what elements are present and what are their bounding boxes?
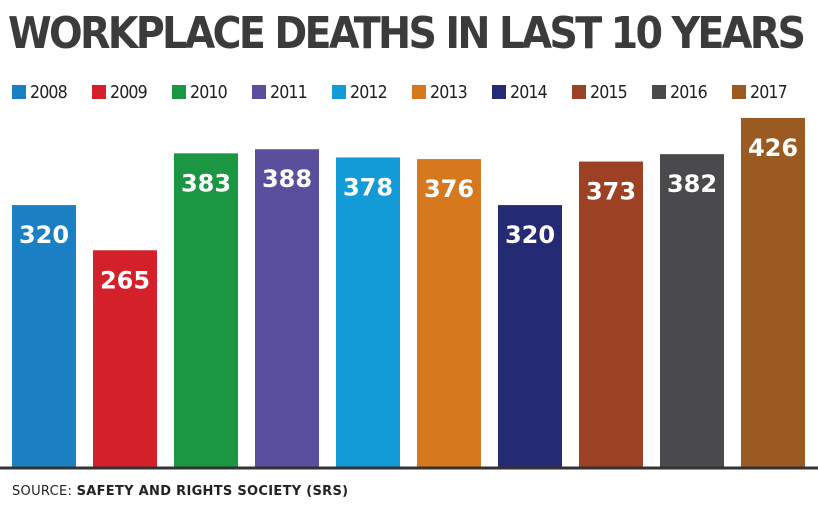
legend-swatch-2017 — [732, 85, 746, 99]
legend-item-2010: 2010 — [172, 80, 232, 104]
source-name: SAFETY AND RIGHTS SOCIETY (SRS) — [76, 484, 349, 499]
bar-value-2008: 320 — [19, 221, 69, 249]
legend-label-2017: 2017 — [750, 81, 788, 103]
legend-item-2015: 2015 — [572, 80, 632, 104]
legend-swatch-2014 — [492, 85, 506, 99]
legend-label-2016: 2016 — [670, 81, 708, 103]
bar-value-2013: 376 — [424, 175, 474, 203]
bar-value-2012: 378 — [343, 173, 393, 201]
legend-swatch-2010 — [172, 85, 186, 99]
bar-value-2010: 383 — [181, 169, 231, 197]
legend-swatch-2016 — [652, 85, 666, 99]
bar-2011 — [255, 149, 319, 469]
legend-label-2008: 2008 — [30, 81, 68, 103]
bar-value-2011: 388 — [262, 165, 312, 193]
legend-label-2015: 2015 — [590, 81, 628, 103]
legend-item-2017: 2017 — [732, 80, 792, 104]
chart-legend: 2008 2009 2010 2011 2012 2013 2014 2015 2016 2017 — [12, 80, 812, 104]
bar-value-2014: 320 — [505, 221, 555, 249]
legend-item-2013: 2013 — [412, 80, 472, 104]
legend-swatch-2015 — [572, 85, 586, 99]
legend-swatch-2011 — [252, 85, 266, 99]
bar-2009 — [93, 250, 157, 468]
legend-label-2013: 2013 — [430, 81, 468, 103]
legend-label-2010: 2010 — [190, 81, 228, 103]
bar-2015 — [579, 161, 643, 468]
bar-2017 — [741, 118, 805, 468]
bar-value-2017: 426 — [748, 134, 798, 162]
source-prefix: SOURCE: — [12, 484, 77, 499]
bar-2013 — [417, 159, 481, 468]
legend-item-2008: 2008 — [12, 80, 72, 104]
bar-value-2015: 373 — [586, 178, 636, 206]
legend-item-2012: 2012 — [332, 80, 392, 104]
legend-item-2009: 2009 — [92, 80, 152, 104]
bars-group: 320 265 383 388 378 376 320 373 382 426 — [12, 118, 805, 469]
bar-2010 — [174, 153, 238, 468]
bar-2016 — [660, 154, 724, 468]
source-note: SOURCE: SAFETY AND RIGHTS SOCIETY (SRS) — [12, 484, 348, 499]
legend-item-2011: 2011 — [252, 80, 312, 104]
bar-2012 — [336, 157, 400, 468]
bar-2014 — [498, 205, 562, 468]
legend-item-2016: 2016 — [652, 80, 712, 104]
bar-2008 — [12, 205, 76, 468]
legend-label-2011: 2011 — [270, 81, 308, 103]
legend-label-2014: 2014 — [510, 81, 548, 103]
bar-value-2016: 382 — [667, 170, 717, 198]
legend-swatch-2012 — [332, 85, 346, 99]
legend-label-2009: 2009 — [110, 81, 148, 103]
bar-value-2009: 265 — [100, 266, 150, 294]
chart-title: WORKPLACE DEATHS IN LAST 10 YEARS — [8, 8, 806, 59]
legend-swatch-2008 — [12, 85, 26, 99]
legend-label-2012: 2012 — [350, 81, 388, 103]
legend-swatch-2013 — [412, 85, 426, 99]
legend-swatch-2009 — [92, 85, 106, 99]
legend-item-2014: 2014 — [492, 80, 552, 104]
